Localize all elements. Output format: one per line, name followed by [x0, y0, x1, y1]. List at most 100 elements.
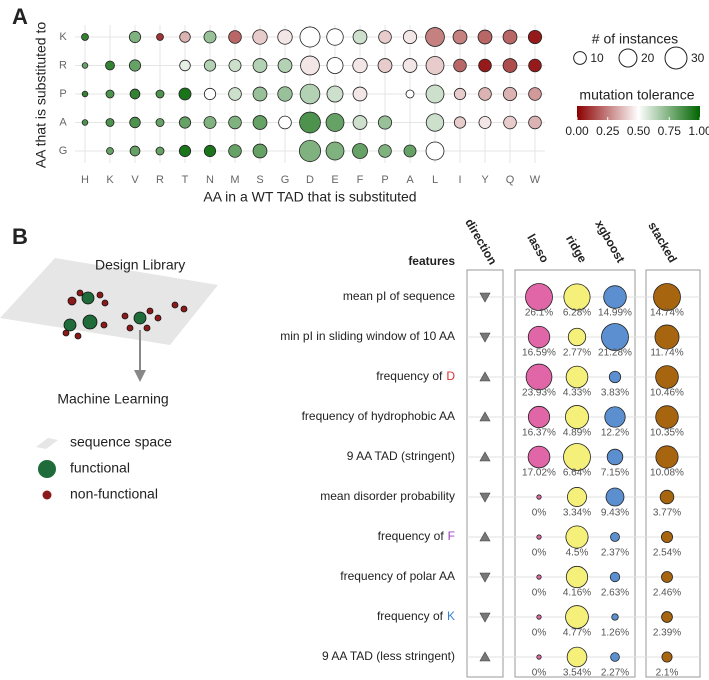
importance-bubble	[563, 283, 591, 311]
bubble	[203, 59, 217, 72]
x-tick-label: N	[206, 174, 214, 186]
bubble	[179, 31, 191, 43]
bubble	[502, 58, 518, 73]
importance-bubble	[536, 614, 542, 620]
importance-bubble	[565, 405, 589, 429]
bubble	[252, 143, 268, 159]
feature-text: 9 AA TAD (stringent)	[347, 449, 455, 463]
bubble	[378, 30, 392, 44]
bubble	[352, 29, 368, 45]
bubble	[425, 27, 445, 47]
size-legend-label: 10	[590, 51, 604, 65]
bubble	[81, 62, 89, 69]
importance-label: 11.74%	[650, 348, 683, 359]
feature-text: 9 AA TAD (less stringent)	[322, 649, 455, 663]
importance-bubble	[653, 283, 681, 311]
importance-label: 2.54%	[653, 548, 681, 559]
importance-label: 2.39%	[653, 628, 681, 639]
importance-bubble	[659, 489, 675, 505]
importance-bubble	[610, 652, 620, 662]
bubble	[106, 147, 114, 155]
color-legend-title: mutation tolerance	[579, 87, 694, 103]
importance-label: 2.27%	[601, 668, 629, 679]
bubble	[502, 29, 518, 45]
importance-bubble	[603, 285, 627, 309]
bubble	[178, 116, 192, 129]
importance-label: 3.77%	[653, 508, 681, 519]
bubble	[527, 29, 543, 45]
model-header: stacked	[645, 219, 679, 265]
x-tick-label: M	[230, 174, 239, 186]
importance-label: 0%	[532, 588, 547, 599]
importance-label: 14.74%	[650, 308, 684, 319]
bubble	[129, 145, 141, 157]
feature-label: frequency of D	[376, 369, 455, 383]
bubble	[203, 116, 217, 129]
importance-bubble	[661, 651, 673, 663]
feature-text: frequency of	[376, 369, 443, 383]
x-tick-label: W	[530, 174, 541, 186]
importance-bubble	[565, 365, 589, 389]
direction-icon	[479, 651, 491, 662]
importance-label: 9.43%	[601, 508, 629, 519]
legend-label: non-functional	[70, 486, 158, 502]
bubble	[128, 30, 142, 44]
bubble	[203, 30, 217, 44]
bubble	[81, 90, 89, 98]
feature-text: min pI in sliding window of 10 AA	[280, 329, 455, 343]
x-tick-label: S	[256, 174, 263, 186]
bubble	[203, 144, 217, 158]
importance-bubble	[567, 487, 587, 507]
importance-label: 7.15%	[601, 468, 629, 479]
bubble	[425, 56, 445, 75]
legend-swatch	[42, 490, 52, 500]
x-tick-label: D	[306, 174, 314, 186]
colorbar-label: 0.75	[658, 124, 682, 138]
direction-icon	[479, 411, 491, 422]
bubble	[105, 60, 115, 71]
model-header: ridge	[563, 233, 590, 266]
bubble	[528, 115, 542, 130]
bubble	[425, 113, 445, 132]
importance-label: 10.46%	[650, 388, 684, 399]
importance-bubble	[527, 325, 551, 349]
importance-label: 10.35%	[650, 428, 684, 439]
bubble	[203, 87, 217, 101]
bubble	[325, 113, 345, 132]
direction-icon	[479, 292, 491, 303]
direction-icon	[479, 451, 491, 462]
size-legend-circle	[664, 46, 688, 70]
x-tick-label: L	[432, 174, 438, 186]
bubble	[278, 115, 292, 130]
importance-label: 2.63%	[601, 588, 629, 599]
colorbar	[577, 106, 700, 120]
importance-bubble	[536, 494, 542, 500]
y-tick-label: R	[59, 59, 67, 71]
bubble	[128, 59, 142, 72]
importance-bubble	[655, 365, 679, 389]
importance-label: 0%	[532, 548, 547, 559]
bubble	[300, 55, 320, 76]
importance-bubble	[536, 654, 542, 660]
importance-bubble	[608, 370, 622, 384]
importance-bubble	[609, 571, 621, 583]
model-header: xgboost	[592, 218, 627, 265]
importance-label: 4.16%	[563, 588, 591, 599]
importance-label: 12.2%	[601, 428, 629, 439]
feature-label: mean pI of sequence	[343, 289, 455, 303]
direction-icon	[479, 531, 491, 542]
panel-a: A AA that is substituted to AA in a WT T…	[12, 4, 709, 205]
bubble	[228, 87, 242, 101]
bubble	[228, 144, 242, 158]
panel-b: B Design Library Machine Learning featur…	[0, 216, 701, 679]
bubble	[503, 115, 517, 130]
importance-label: 0%	[532, 628, 547, 639]
importance-label: 1.26%	[601, 628, 629, 639]
y-tick-label: K	[59, 31, 67, 43]
x-tick-label: H	[81, 174, 89, 186]
bubble	[299, 26, 321, 48]
importance-bubble	[606, 448, 624, 466]
bubble	[377, 58, 393, 73]
feature-label: 9 AA TAD (stringent)	[347, 449, 455, 463]
importance-label: 6.64%	[563, 468, 591, 479]
